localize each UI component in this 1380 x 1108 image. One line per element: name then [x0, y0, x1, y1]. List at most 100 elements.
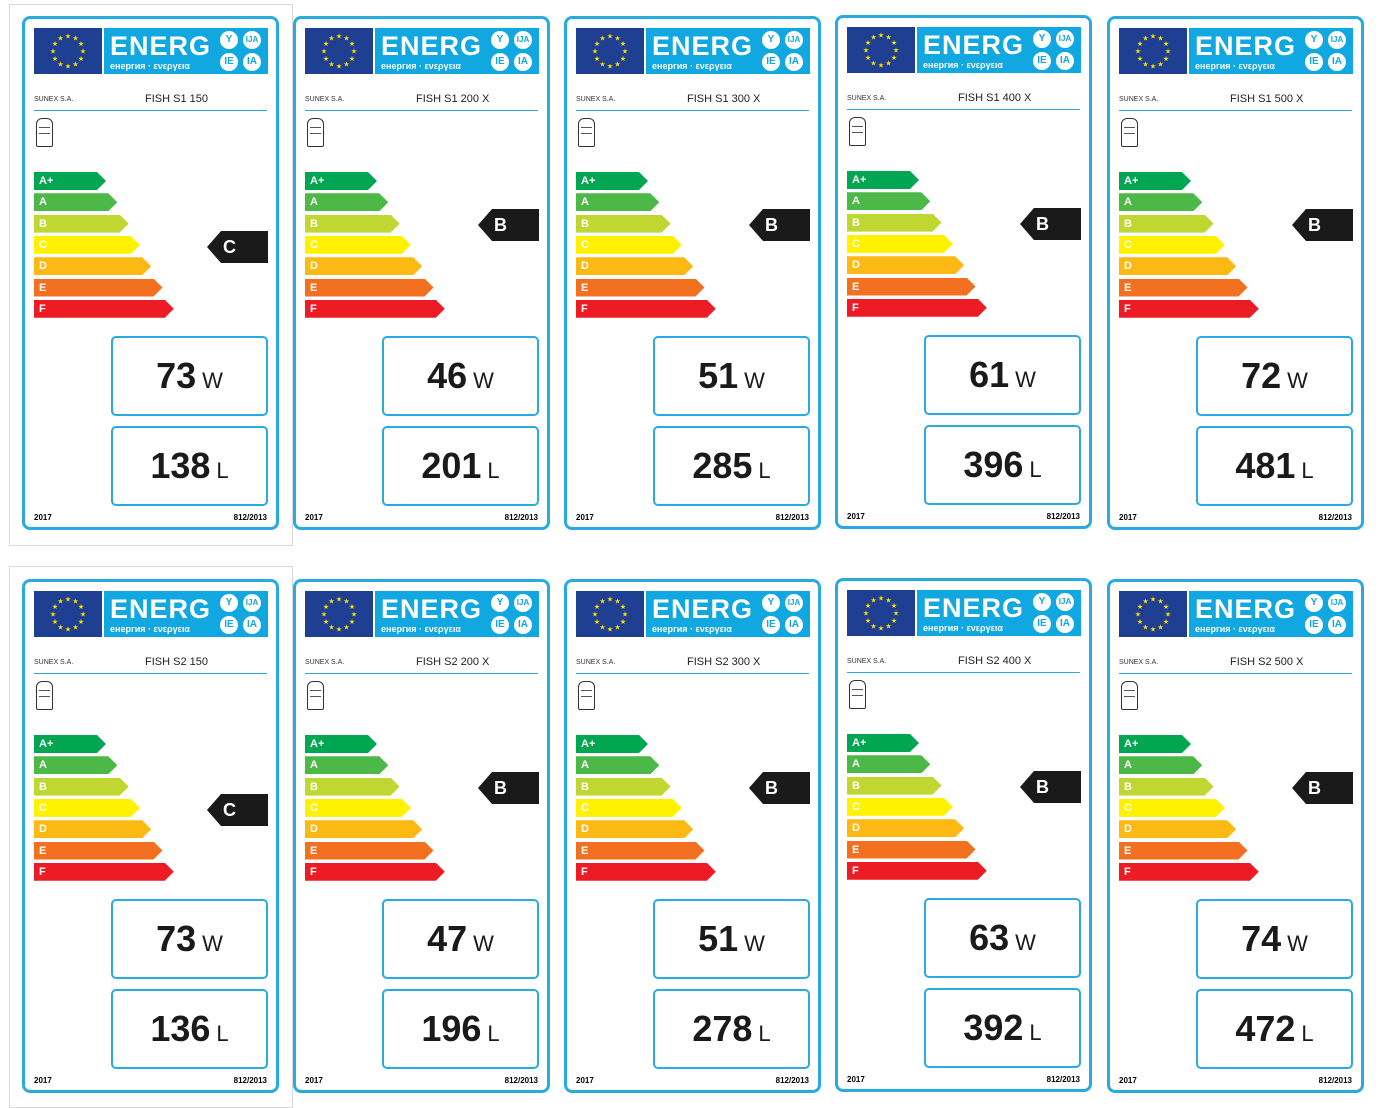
eu-flag-icon: ★ ★ ★ ★ ★ ★ ★ ★ ★ ★ ★ ★	[847, 27, 915, 73]
efficiency-bar-0: A+	[576, 172, 648, 190]
energy-header: ENERG енергия · ενεργεια Y IJA IE IA	[646, 28, 810, 74]
regulation-number: 812/2013	[1318, 1076, 1352, 1085]
power-unit: W	[202, 368, 223, 393]
divider	[1119, 110, 1352, 111]
efficiency-bar-5: E	[305, 842, 434, 860]
label-year: 2017	[847, 1075, 865, 1084]
svg-text:★: ★	[52, 55, 58, 63]
energy-header: ENERG енергия · ενεργεια Y IJA IE IA	[375, 28, 539, 74]
power-unit: W	[202, 931, 223, 956]
lang-badge: IE	[762, 616, 780, 634]
svg-text:★: ★	[607, 33, 613, 41]
power-unit: W	[1015, 367, 1036, 392]
efficiency-bar-2: B	[305, 778, 400, 796]
energy-label: ★ ★ ★ ★ ★ ★ ★ ★ ★ ★ ★ ★ ENERG енергия · ενεργεια Y …	[1107, 579, 1364, 1093]
svg-text:★: ★	[620, 618, 626, 626]
svg-text:★: ★	[878, 625, 884, 633]
svg-text:★: ★	[891, 54, 897, 62]
energy-class-indicator: C	[207, 794, 268, 826]
energ-title: ENERG	[110, 594, 212, 624]
svg-text:★: ★	[65, 63, 71, 71]
svg-text:★: ★	[870, 59, 876, 67]
energ-title: ENERG	[110, 31, 212, 61]
efficiency-bar-3: C	[34, 236, 140, 254]
water-tank-icon	[1121, 681, 1138, 710]
svg-text:★: ★	[622, 611, 628, 619]
svg-text:★: ★	[72, 623, 78, 631]
energy-class-indicator: B	[749, 209, 810, 241]
lang-badge: IE	[1033, 615, 1051, 633]
svg-text:★: ★	[1142, 60, 1148, 68]
divider	[305, 673, 538, 674]
lang-badge: Y	[1033, 30, 1051, 48]
svg-text:★: ★	[1163, 40, 1169, 48]
energ-title: ENERG	[923, 30, 1025, 60]
efficiency-bar-2: B	[1119, 215, 1214, 233]
power-unit: W	[744, 368, 765, 393]
svg-text:★: ★	[885, 622, 891, 630]
efficiency-bar-6: F	[847, 299, 987, 317]
lang-badge: IE	[1305, 53, 1323, 71]
standing-loss-box: 74 W	[1196, 899, 1353, 979]
svg-text:★: ★	[80, 48, 86, 56]
svg-text:★: ★	[865, 617, 871, 625]
svg-text:★: ★	[1157, 35, 1163, 43]
lang-badge: IE	[1305, 616, 1323, 634]
standing-loss-value: 47	[427, 918, 468, 959]
energy-label: ★ ★ ★ ★ ★ ★ ★ ★ ★ ★ ★ ★ ENERG енергия · ενεργεια Y …	[22, 16, 279, 530]
standing-loss-box: 51 W	[653, 899, 810, 979]
supplier-name: SUNEX S.A.	[34, 96, 74, 103]
supplier-name: SUNEX S.A.	[847, 95, 887, 102]
svg-text:★: ★	[1150, 596, 1156, 604]
svg-text:★: ★	[323, 603, 329, 611]
regulation-number: 812/2013	[504, 1076, 538, 1085]
regulation-number: 812/2013	[775, 513, 809, 522]
energ-subtitle: енергия · ενεργεια	[923, 60, 1003, 70]
efficiency-bar-2: B	[34, 778, 129, 796]
water-tank-icon	[36, 118, 53, 147]
energy-header: ENERG енергия · ενεργεια Y IJA IE IA	[646, 591, 810, 637]
regulation-number: 812/2013	[1046, 1075, 1080, 1084]
svg-text:★: ★	[622, 48, 628, 56]
lang-badge: IA	[1328, 53, 1346, 71]
svg-text:★: ★	[328, 60, 334, 68]
efficiency-bar-1: A	[576, 756, 659, 774]
lang-badge: Y	[1305, 31, 1323, 49]
svg-text:★: ★	[336, 33, 342, 41]
label-year: 2017	[305, 513, 323, 522]
label-year: 2017	[847, 512, 865, 521]
label-year: 2017	[305, 1076, 323, 1085]
efficiency-bar-5: E	[576, 279, 705, 297]
svg-text:★: ★	[1137, 603, 1143, 611]
efficiency-bar-1: A	[847, 192, 930, 210]
standing-loss-box: 72 W	[1196, 336, 1353, 416]
energy-class-indicator: C	[207, 231, 268, 263]
efficiency-bar-6: F	[305, 863, 445, 881]
lang-badge: IA	[1056, 52, 1074, 70]
svg-text:★: ★	[351, 611, 357, 619]
volume-unit: L	[758, 458, 771, 483]
power-unit: W	[473, 931, 494, 956]
energ-title: ENERG	[381, 594, 483, 624]
energ-title: ENERG	[381, 31, 483, 61]
svg-text:★: ★	[891, 617, 897, 625]
lang-badge: IE	[762, 53, 780, 71]
standing-loss-box: 46 W	[382, 336, 539, 416]
volume-box: 138 L	[111, 426, 268, 506]
eu-flag-icon: ★ ★ ★ ★ ★ ★ ★ ★ ★ ★ ★ ★	[847, 590, 915, 636]
svg-text:★: ★	[57, 35, 63, 43]
svg-text:★: ★	[351, 48, 357, 56]
volume-box: 481 L	[1196, 426, 1353, 506]
efficiency-bar-3: C	[576, 799, 682, 817]
volume-box: 392 L	[924, 988, 1081, 1068]
regulation-number: 812/2013	[504, 513, 538, 522]
volume-value: 138	[150, 445, 211, 486]
power-unit: W	[1287, 931, 1308, 956]
efficiency-bar-0: A+	[847, 171, 919, 189]
svg-text:★: ★	[599, 598, 605, 606]
divider	[34, 110, 267, 111]
lang-badge: IJA	[1328, 31, 1346, 49]
lang-badge: IJA	[1056, 593, 1074, 611]
svg-text:★: ★	[891, 602, 897, 610]
efficiency-bar-3: C	[847, 235, 953, 253]
